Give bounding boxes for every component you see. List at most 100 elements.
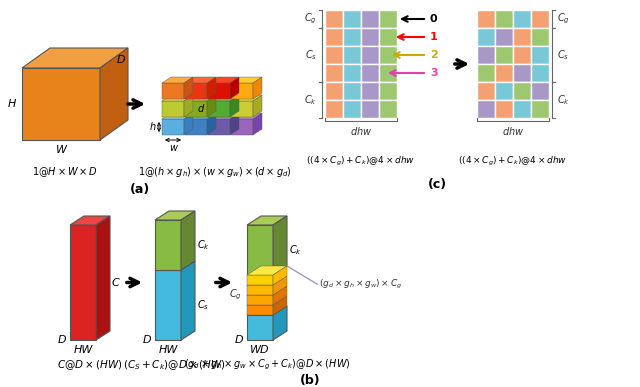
Text: HW: HW — [74, 345, 93, 355]
Text: $C_s$: $C_s$ — [557, 48, 569, 62]
Text: $C@D\times(HW)$: $C@D\times(HW)$ — [57, 358, 123, 372]
Bar — [477, 10, 495, 28]
Bar — [343, 46, 361, 64]
Text: d: d — [198, 104, 204, 114]
Polygon shape — [162, 95, 193, 101]
Polygon shape — [231, 95, 262, 101]
Bar — [495, 10, 513, 28]
Text: $C_k$: $C_k$ — [557, 93, 570, 107]
Text: (c): (c) — [428, 178, 447, 191]
Bar — [495, 28, 513, 46]
Polygon shape — [185, 95, 216, 101]
Text: D: D — [142, 335, 151, 345]
Bar — [513, 100, 531, 118]
Polygon shape — [247, 295, 273, 305]
Text: (b): (b) — [300, 374, 320, 387]
Polygon shape — [208, 95, 239, 101]
Polygon shape — [247, 286, 287, 295]
Bar — [477, 28, 495, 46]
Polygon shape — [231, 119, 253, 135]
Bar — [379, 82, 397, 100]
Bar — [325, 28, 343, 46]
Text: D: D — [234, 335, 243, 345]
Polygon shape — [273, 296, 287, 315]
Polygon shape — [208, 83, 230, 99]
Polygon shape — [208, 77, 239, 83]
Bar — [361, 10, 379, 28]
Polygon shape — [273, 216, 287, 275]
Bar — [531, 46, 549, 64]
Polygon shape — [185, 113, 216, 119]
Polygon shape — [181, 211, 195, 270]
Text: D: D — [117, 55, 125, 65]
Bar — [343, 28, 361, 46]
Polygon shape — [230, 77, 239, 99]
Text: $((4\times C_g)+C_k)@4\times dhw$: $((4\times C_g)+C_k)@4\times dhw$ — [307, 155, 415, 168]
Polygon shape — [162, 77, 193, 83]
Bar — [379, 28, 397, 46]
Polygon shape — [273, 286, 287, 305]
Text: $C_k$: $C_k$ — [289, 243, 302, 257]
Polygon shape — [162, 83, 184, 99]
Polygon shape — [273, 306, 287, 340]
Polygon shape — [230, 113, 239, 135]
Text: $C_s$: $C_s$ — [305, 48, 317, 62]
Text: $((4\times C_g)+C_k)@4\times dhw$: $((4\times C_g)+C_k)@4\times dhw$ — [458, 155, 568, 168]
Polygon shape — [184, 113, 193, 135]
Text: 0: 0 — [430, 14, 438, 24]
Polygon shape — [247, 276, 287, 285]
Polygon shape — [184, 95, 193, 117]
Polygon shape — [231, 77, 262, 83]
Bar — [531, 10, 549, 28]
Bar — [343, 82, 361, 100]
Polygon shape — [96, 216, 110, 340]
Text: w: w — [169, 143, 177, 153]
Polygon shape — [70, 216, 110, 225]
Polygon shape — [22, 48, 128, 68]
Bar — [361, 100, 379, 118]
Bar — [495, 100, 513, 118]
Polygon shape — [185, 83, 207, 99]
Bar — [325, 100, 343, 118]
Text: $1@(h\times g_h)\times(w\times g_w)\times(d\times g_d)$: $1@(h\times g_h)\times(w\times g_w)\time… — [138, 165, 292, 179]
Text: $C_k$: $C_k$ — [197, 238, 210, 252]
Text: $(C_S+C_k)@D\times(HW)$: $(C_S+C_k)@D\times(HW)$ — [124, 358, 227, 372]
Bar — [379, 100, 397, 118]
Polygon shape — [70, 225, 96, 340]
Polygon shape — [155, 220, 181, 270]
Bar — [343, 64, 361, 82]
Text: $dhw$: $dhw$ — [350, 125, 372, 137]
Text: $C_s$: $C_s$ — [197, 298, 209, 312]
Bar — [361, 28, 379, 46]
Bar — [343, 100, 361, 118]
Text: h: h — [150, 122, 156, 132]
Polygon shape — [253, 113, 262, 135]
Polygon shape — [231, 101, 253, 117]
Bar — [477, 100, 495, 118]
Bar — [477, 82, 495, 100]
Bar — [531, 28, 549, 46]
Polygon shape — [207, 113, 216, 135]
Polygon shape — [208, 101, 230, 117]
Text: $1@H\times W\times D$: $1@H\times W\times D$ — [32, 165, 98, 179]
Polygon shape — [184, 77, 193, 99]
Polygon shape — [181, 261, 195, 340]
Bar — [361, 64, 379, 82]
Bar — [325, 10, 343, 28]
Polygon shape — [207, 77, 216, 99]
Polygon shape — [155, 270, 181, 340]
Polygon shape — [273, 266, 287, 285]
Bar — [513, 46, 531, 64]
Text: (a): (a) — [130, 183, 150, 196]
Polygon shape — [162, 119, 184, 135]
Polygon shape — [208, 119, 230, 135]
Text: $C_g$: $C_g$ — [304, 12, 317, 26]
Polygon shape — [231, 113, 262, 119]
Polygon shape — [207, 95, 216, 117]
Polygon shape — [247, 306, 287, 315]
Bar — [379, 64, 397, 82]
Bar — [513, 10, 531, 28]
Polygon shape — [273, 276, 287, 295]
Text: $C_g$: $C_g$ — [557, 12, 570, 26]
Bar — [495, 46, 513, 64]
